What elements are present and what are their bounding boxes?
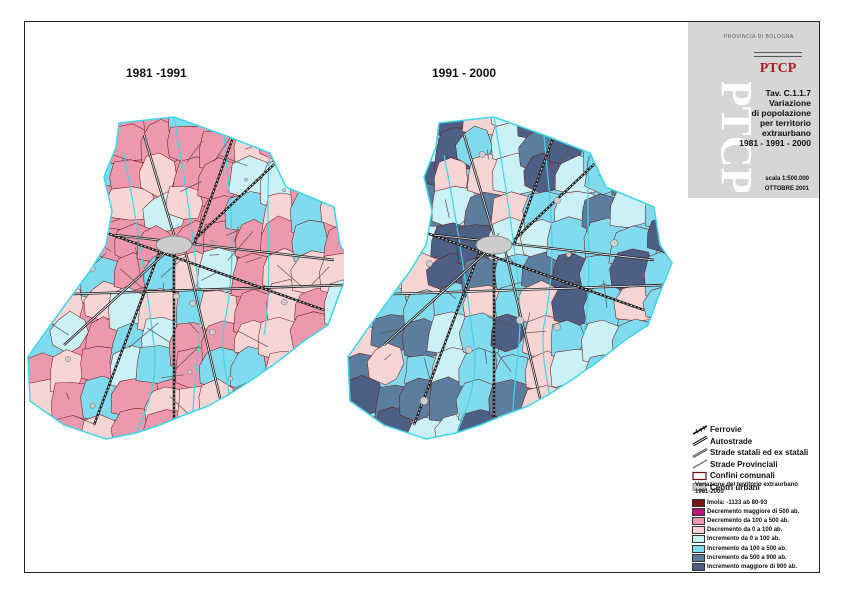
class-swatch — [692, 535, 705, 544]
class-label: Decremento da 0 a 100 ab. — [707, 527, 783, 534]
legend-row-railway: Ferrovie — [692, 424, 817, 436]
map-1991-2000-outline — [347, 116, 673, 440]
left-map-title: 1981 -1991 — [126, 66, 187, 80]
legend-row-urban: Centri urbani — [692, 482, 817, 494]
class-swatch — [692, 507, 705, 516]
tav-line: 1981 - 1991 - 2000 — [739, 138, 811, 148]
class-legend-item: Decremento da 0 a 100 ab. — [692, 526, 799, 535]
class-label: Incremento da 100 a 500 ab. — [707, 545, 787, 552]
class-label: Decremento da 100 a 500 ab. — [707, 517, 790, 524]
province-label: PROVINCIA DI BOLOGNA — [724, 34, 794, 40]
class-legend-item: Imola: -1133 ab 80-93 — [692, 498, 799, 507]
tav-line: di popolazione — [751, 108, 812, 118]
map-1991-2000-areas — [348, 117, 672, 439]
map-1991-2000[interactable] — [344, 95, 680, 445]
tav-line: extraurbano — [761, 128, 811, 138]
legend-label: Ferrovie — [710, 425, 742, 435]
class-legend-item: Decremento da 100 a 500 ab. — [692, 516, 799, 525]
ptcp-watermark-logo: PTCP — [712, 82, 752, 192]
municipal-boundary-box-icon — [692, 471, 707, 480]
class-swatch — [692, 516, 705, 525]
table-title: Tav. C.1.1.7 Variazione di popolazione p… — [739, 88, 811, 148]
class-swatch — [692, 562, 705, 571]
class-swatch — [692, 544, 705, 553]
class-swatch — [692, 553, 705, 562]
map-1981-1991-outline — [27, 116, 344, 440]
right-map-title: 1991 - 2000 — [432, 66, 497, 80]
scale-label: scala 1:500.000 — [765, 176, 809, 182]
class-label: Imola: -1133 ab 80-93 — [707, 499, 768, 506]
legend-row-boundary: Confini comunali — [692, 470, 817, 482]
class-label: Incremento da 500 a 900 ab. — [707, 554, 787, 561]
class-label: Incremento maggiore di 900 ab. — [707, 563, 798, 570]
class-legend: Imola: -1133 ab 80-93 Decremento maggiore… — [692, 498, 799, 572]
title-panel: PTCP — [688, 22, 819, 198]
date-label: OTTOBRE 2001 — [764, 186, 809, 192]
legend-label: Strade Provinciali — [710, 459, 778, 469]
tav-line: per territorio — [759, 118, 811, 128]
class-label: Decremento maggiore di 500 ab. — [707, 508, 800, 515]
provincial-road-line-icon — [692, 459, 708, 469]
legend-label: Autostrade — [710, 436, 753, 446]
legend-row-motorway: Autostrade — [692, 436, 817, 448]
urban-centre-box-icon — [692, 483, 707, 492]
class-legend-item: Incremento da 100 a 500 ab. — [692, 544, 799, 553]
legend-label: Centri urbani — [710, 482, 760, 492]
legend-row-state-road: Strade statali ed ex statali — [692, 447, 817, 459]
class-legend-item: Incremento da 500 a 900 ab. — [692, 553, 799, 562]
svg-text:PTCP: PTCP — [712, 82, 752, 192]
tav-line: Variazione — [768, 98, 811, 108]
class-legend-title: Variazione del territorio extraurbano 19… — [695, 482, 798, 496]
class-legend-title-line: 1981-2000 — [695, 489, 724, 495]
ptcp-logo: PTCP — [754, 52, 802, 76]
motorway-line-icon — [692, 436, 708, 447]
map-1981-1991-areas — [28, 117, 344, 439]
legend-label: Confini comunali — [710, 471, 775, 481]
railway-line-icon — [692, 425, 708, 435]
legend-row-provincial-road: Strade Provinciali — [692, 459, 817, 471]
class-swatch — [692, 498, 705, 507]
class-legend-title-line: Variazione del territorio extraurbano — [695, 482, 799, 488]
tav-line: Tav. C.1.1.7 — [765, 88, 811, 98]
legend-label: Strade statali ed ex statali — [710, 448, 809, 458]
line-legend: Ferrovie Autostrade Strade statali ed ex… — [692, 424, 817, 493]
class-label: Incremento da 0 a 100 ab. — [707, 536, 781, 543]
class-swatch — [692, 526, 705, 535]
svg-text:PTCP: PTCP — [760, 61, 797, 76]
class-legend-item: Incremento da 0 a 100 ab. — [692, 535, 799, 544]
state-road-line-icon — [692, 447, 708, 458]
class-legend-item: Incremento maggiore di 900 ab. — [692, 562, 799, 571]
class-legend-item: Decremento maggiore di 500 ab. — [692, 507, 799, 516]
map-1981-1991[interactable] — [24, 95, 344, 445]
